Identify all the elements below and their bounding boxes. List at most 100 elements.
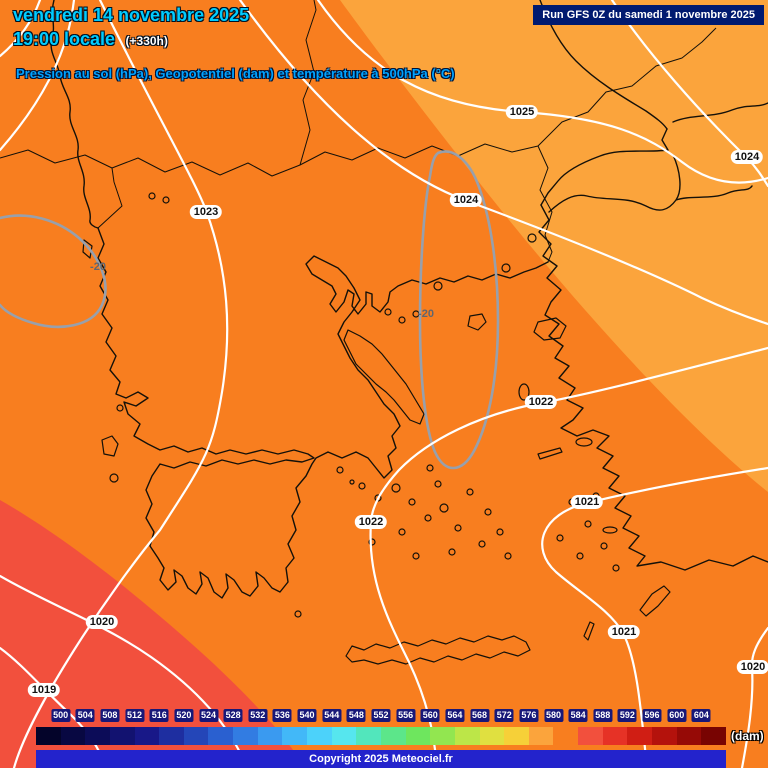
legend-value-badge: 544 xyxy=(322,709,342,722)
legend-color-cell xyxy=(183,727,209,745)
legend-value-badge: 512 xyxy=(125,709,145,722)
copyright-bar: Copyright 2025 Meteociel.fr xyxy=(36,750,726,768)
island-rhodes xyxy=(639,585,671,617)
islands xyxy=(82,192,671,665)
model-run-info: Run GFS 0Z du samedi 1 novembre 2025 xyxy=(533,5,764,25)
legend-value-badge: 524 xyxy=(198,709,219,722)
isobar-1021 xyxy=(541,466,768,768)
legend-value-badge: 532 xyxy=(248,709,268,722)
island-corfu xyxy=(82,239,93,259)
legend-color-cell xyxy=(528,727,554,745)
temperature-contours xyxy=(0,150,500,470)
coast-blacksea-west xyxy=(539,0,668,130)
legend-value-badge: 580 xyxy=(543,709,564,722)
temp-contour-central xyxy=(418,150,500,470)
geo-band-low xyxy=(0,500,305,768)
legend-value-badge: 504 xyxy=(75,709,95,722)
coast-blacksea-east xyxy=(672,102,768,123)
legend-value-badge: 536 xyxy=(272,709,292,722)
legend-value-badge: 528 xyxy=(223,709,243,722)
legend-color-cell xyxy=(405,727,431,745)
legend-color-cell xyxy=(627,727,653,745)
legend-color-cell xyxy=(134,727,160,745)
legend-value-badge: 548 xyxy=(346,709,366,722)
legend-color-cell xyxy=(553,727,579,745)
island-kos xyxy=(602,526,618,534)
legend-value-badge: 604 xyxy=(691,709,711,722)
coast-mainland-greece xyxy=(97,227,549,599)
island-kefalonia xyxy=(101,435,119,457)
legend-colorbar xyxy=(36,727,726,745)
legend-color-cell xyxy=(430,727,455,745)
forecast-time-row: 19:00 locale (+330h) xyxy=(13,29,168,50)
forecast-offset: (+330h) xyxy=(125,34,168,48)
legend-value-badge: 592 xyxy=(617,709,637,722)
island-limnos xyxy=(467,313,487,331)
legend-color-cell xyxy=(85,727,110,745)
isobar-1024-east xyxy=(610,0,768,188)
legend-color-cell xyxy=(578,727,603,745)
isobar-1022 xyxy=(369,346,768,768)
legend-color-cell xyxy=(159,727,184,745)
legend-color-cell xyxy=(652,727,677,745)
legend-value-badge: 540 xyxy=(297,709,317,722)
coastlines xyxy=(50,0,768,599)
island-samos xyxy=(575,437,593,447)
legend-value-badge: 572 xyxy=(494,709,514,722)
legend-values: 500 504 508 512 516 520 524 528 532 536 540 544 548 5… xyxy=(0,709,768,723)
island-chios xyxy=(518,383,530,401)
legend-value-badge: 564 xyxy=(445,709,465,722)
legend-color-cell xyxy=(676,727,702,745)
legend-value-badge: 588 xyxy=(593,709,613,722)
legend-color-cell xyxy=(109,727,135,745)
coast-adriatic xyxy=(50,0,99,229)
legend-color-cell xyxy=(454,727,480,745)
legend-value-badge: 568 xyxy=(470,709,490,722)
legend-color-cell xyxy=(701,727,726,745)
legend-value-badge: 584 xyxy=(568,709,588,722)
legend-color-cell xyxy=(602,727,628,745)
temp-contour-west xyxy=(0,214,107,329)
legend-color-cell xyxy=(233,727,258,745)
border-evros xyxy=(537,145,553,263)
border-turkey-bulgaria xyxy=(537,27,717,147)
legend-color-cell xyxy=(282,727,308,745)
isobar-1024-central xyxy=(238,0,768,326)
coast-turkey-aegean xyxy=(538,204,768,571)
island-ikaria xyxy=(537,447,563,460)
legend-color-cell xyxy=(257,727,283,745)
border-macedonia xyxy=(299,0,317,166)
legend-value-badge: 500 xyxy=(51,709,71,722)
island-euboea xyxy=(343,329,425,425)
legend-value-badge: 520 xyxy=(174,709,194,722)
legend-value-badge: 560 xyxy=(420,709,440,722)
legend-color-cell xyxy=(356,727,381,745)
legend-value-badge: 508 xyxy=(100,709,120,722)
legend-color-cell xyxy=(36,727,61,745)
map-parameters-subtitle: Pression au sol (hPa), Geopotentiel (dam… xyxy=(16,66,455,81)
legend-value-badge: 596 xyxy=(642,709,662,722)
legend-unit: (dam) xyxy=(731,729,764,743)
legend-color-cell xyxy=(380,727,406,745)
forecast-time: 19:00 locale xyxy=(13,29,116,49)
coast-marmara-south xyxy=(548,154,753,213)
legend-color-cell xyxy=(307,727,332,745)
isobar-corner-b xyxy=(0,0,76,152)
legend-color-cell xyxy=(60,727,86,745)
legend-value-badge: 556 xyxy=(396,709,416,722)
island-lesbos xyxy=(533,317,567,341)
island-crete xyxy=(345,635,531,665)
border-albania xyxy=(97,167,123,229)
island-karpathos xyxy=(583,621,595,641)
coast-bosphorus-marmara-north xyxy=(540,128,669,206)
forecast-date: vendredi 14 novembre 2025 xyxy=(13,5,250,25)
legend-color-cell xyxy=(504,727,529,745)
legend-color-cell xyxy=(331,727,357,745)
legend-value-badge: 600 xyxy=(667,709,687,722)
legend-value-badge: 552 xyxy=(371,709,391,722)
isobar-corner-a xyxy=(0,0,42,58)
isobar-1025 xyxy=(316,0,768,184)
legend-color-cell xyxy=(479,727,505,745)
